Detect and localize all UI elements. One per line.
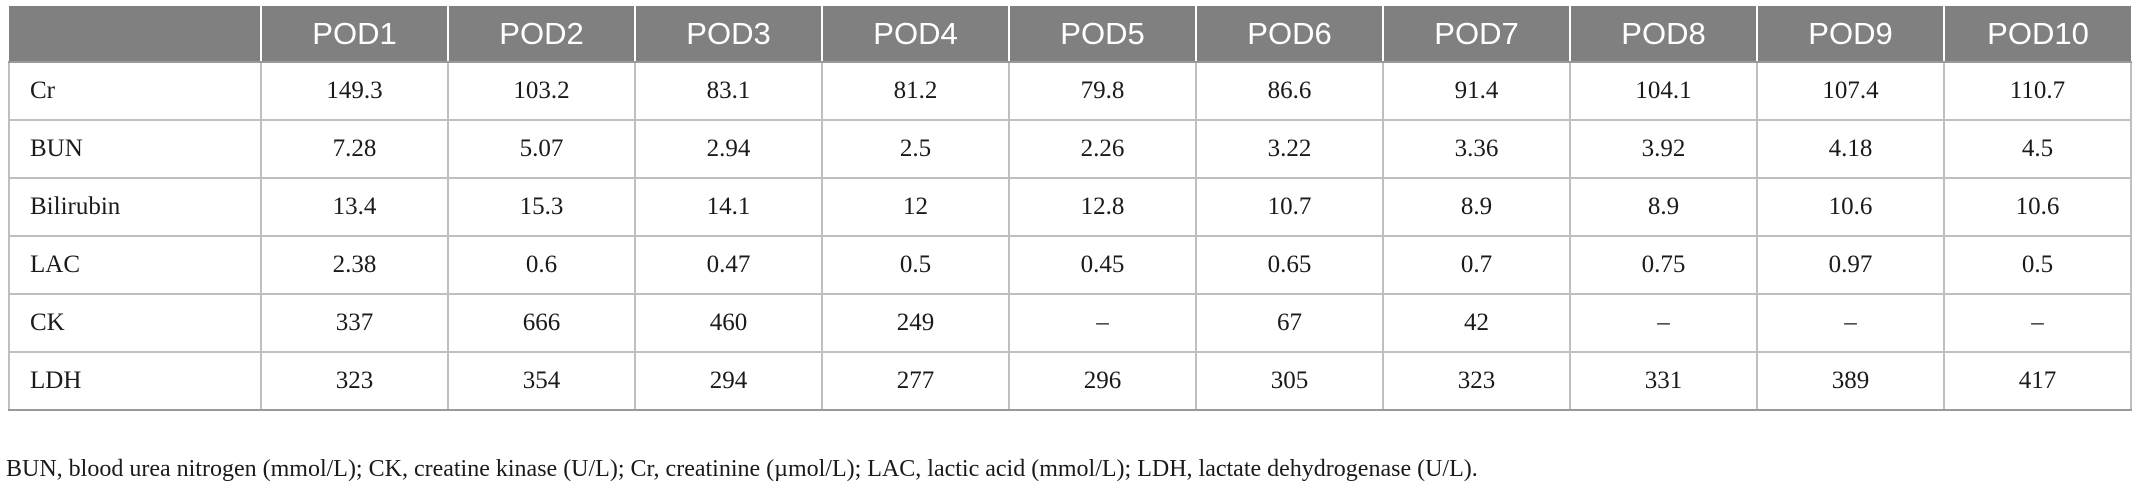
table-cell: 8.9 <box>1383 178 1571 237</box>
table-cell: 10.7 <box>1196 178 1384 237</box>
header-pod7: POD7 <box>1383 6 1571 63</box>
header-pod2: POD2 <box>448 6 636 63</box>
table-cell: 0.97 <box>1757 236 1945 295</box>
lab-values-table: POD1 POD2 POD3 POD4 POD5 POD6 POD7 POD8 … <box>8 6 2132 411</box>
row-label: Cr <box>8 62 262 121</box>
table-cell: 0.5 <box>822 236 1010 295</box>
table-cell: 2.38 <box>261 236 449 295</box>
table-cell: 0.65 <box>1196 236 1384 295</box>
table-cell: 5.07 <box>448 120 636 179</box>
header-pod9: POD9 <box>1757 6 1945 63</box>
table-row-ck: CK 337 666 460 249 – 67 42 – – – <box>8 294 2132 353</box>
header-pod4: POD4 <box>822 6 1010 63</box>
table-cell: 2.5 <box>822 120 1010 179</box>
row-label: CK <box>8 294 262 353</box>
data-table-container: POD1 POD2 POD3 POD4 POD5 POD6 POD7 POD8 … <box>8 6 2132 411</box>
table-cell: 3.36 <box>1383 120 1571 179</box>
header-pod3: POD3 <box>635 6 823 63</box>
table-cell: 331 <box>1570 352 1758 411</box>
header-pod1: POD1 <box>261 6 449 63</box>
table-cell: 4.5 <box>1944 120 2132 179</box>
table-cell: 0.47 <box>635 236 823 295</box>
table-cell: 354 <box>448 352 636 411</box>
header-pod6: POD6 <box>1196 6 1384 63</box>
table-cell: 10.6 <box>1757 178 1945 237</box>
table-footnote: BUN, blood urea nitrogen (mmol/L); CK, c… <box>6 456 1478 482</box>
header-row: POD1 POD2 POD3 POD4 POD5 POD6 POD7 POD8 … <box>9 6 2131 63</box>
table-cell: 294 <box>635 352 823 411</box>
table-row-cr: Cr 149.3 103.2 83.1 81.2 79.8 86.6 91.4 … <box>8 62 2132 121</box>
header-pod8: POD8 <box>1570 6 1758 63</box>
table-cell: 2.94 <box>635 120 823 179</box>
table-cell: – <box>1570 294 1758 353</box>
table-cell: 107.4 <box>1757 62 1945 121</box>
table-cell: 104.1 <box>1570 62 1758 121</box>
table-row-lac: LAC 2.38 0.6 0.47 0.5 0.45 0.65 0.7 0.75… <box>8 236 2132 295</box>
table-cell: 12.8 <box>1009 178 1197 237</box>
header-corner-cell <box>9 6 262 63</box>
table-cell: 323 <box>1383 352 1571 411</box>
table-cell: 0.45 <box>1009 236 1197 295</box>
table-cell: 149.3 <box>261 62 449 121</box>
table-cell: 666 <box>448 294 636 353</box>
table-cell: – <box>1757 294 1945 353</box>
table-cell: 0.7 <box>1383 236 1571 295</box>
table-cell: 460 <box>635 294 823 353</box>
table-cell: 2.26 <box>1009 120 1197 179</box>
header-pod5: POD5 <box>1009 6 1197 63</box>
table-cell: – <box>1009 294 1197 353</box>
table-cell: 42 <box>1383 294 1571 353</box>
table-cell: 305 <box>1196 352 1384 411</box>
table-cell: 3.22 <box>1196 120 1384 179</box>
table-cell: 110.7 <box>1944 62 2132 121</box>
table-cell: 277 <box>822 352 1010 411</box>
table-cell: 0.75 <box>1570 236 1758 295</box>
table-cell: 86.6 <box>1196 62 1384 121</box>
table-row-bun: BUN 7.28 5.07 2.94 2.5 2.26 3.22 3.36 3.… <box>8 120 2132 179</box>
table-cell: 389 <box>1757 352 1945 411</box>
table-cell: 0.5 <box>1944 236 2132 295</box>
table-cell: 10.6 <box>1944 178 2132 237</box>
table-cell: 81.2 <box>822 62 1010 121</box>
table-cell: 4.18 <box>1757 120 1945 179</box>
row-label: LAC <box>8 236 262 295</box>
table-cell: 337 <box>261 294 449 353</box>
table-cell: 67 <box>1196 294 1384 353</box>
header-pod10: POD10 <box>1944 6 2131 63</box>
table-cell: 417 <box>1944 352 2132 411</box>
table-cell: 323 <box>261 352 449 411</box>
table-header: POD1 POD2 POD3 POD4 POD5 POD6 POD7 POD8 … <box>9 6 2131 63</box>
table-cell: 3.92 <box>1570 120 1758 179</box>
table-row-ldh: LDH 323 354 294 277 296 305 323 331 389 … <box>8 352 2132 411</box>
table-cell: 8.9 <box>1570 178 1758 237</box>
table-cell: 91.4 <box>1383 62 1571 121</box>
table-cell: 0.6 <box>448 236 636 295</box>
table-cell: 15.3 <box>448 178 636 237</box>
table-cell: 12 <box>822 178 1010 237</box>
table-cell: 103.2 <box>448 62 636 121</box>
row-label: BUN <box>8 120 262 179</box>
row-label: Bilirubin <box>8 178 262 237</box>
table-cell: 13.4 <box>261 178 449 237</box>
table-cell: 79.8 <box>1009 62 1197 121</box>
table-cell: – <box>1944 294 2132 353</box>
table-cell: 83.1 <box>635 62 823 121</box>
table-body: Cr 149.3 103.2 83.1 81.2 79.8 86.6 91.4 … <box>8 62 2132 411</box>
table-cell: 249 <box>822 294 1010 353</box>
row-label: LDH <box>8 352 262 411</box>
table-cell: 296 <box>1009 352 1197 411</box>
table-cell: 7.28 <box>261 120 449 179</box>
table-cell: 14.1 <box>635 178 823 237</box>
table-row-bilirubin: Bilirubin 13.4 15.3 14.1 12 12.8 10.7 8.… <box>8 178 2132 237</box>
